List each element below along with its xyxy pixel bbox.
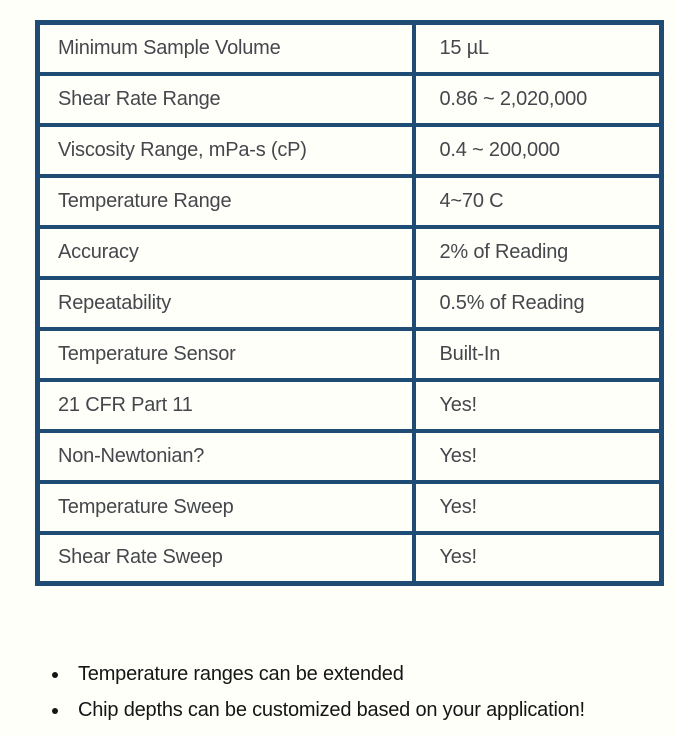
table-row: Minimum Sample Volume 15 µL bbox=[35, 20, 664, 76]
spec-label-cell: Shear Rate Range bbox=[35, 71, 416, 127]
spec-label-cell: Accuracy bbox=[35, 224, 416, 280]
spec-label-cell: Non-Newtonian? bbox=[35, 428, 416, 484]
spec-value-cell: 15 µL bbox=[411, 20, 664, 76]
spec-label-cell: 21 CFR Part 11 bbox=[35, 377, 416, 433]
spec-value-cell: Built-In bbox=[411, 326, 664, 382]
spec-value-cell: Yes! bbox=[411, 377, 664, 433]
spec-label-cell: Minimum Sample Volume bbox=[35, 20, 416, 76]
table-row: 21 CFR Part 11 Yes! bbox=[35, 377, 664, 433]
table-row: Non-Newtonian? Yes! bbox=[35, 428, 664, 484]
spec-value-cell: 0.4 ~ 200,000 bbox=[411, 122, 664, 178]
spec-value-cell: 0.86 ~ 2,020,000 bbox=[411, 71, 664, 127]
table-row: Shear Rate Sweep Yes! bbox=[35, 530, 664, 586]
notes-list: Temperature ranges can be extendedChip d… bbox=[36, 656, 585, 728]
table-row: Repeatability 0.5% of Reading bbox=[35, 275, 664, 331]
table-row: Temperature Sweep Yes! bbox=[35, 479, 664, 535]
spec-label-cell: Temperature Sensor bbox=[35, 326, 416, 382]
note-item: Temperature ranges can be extended bbox=[70, 656, 585, 692]
spec-table: Minimum Sample Volume 15 µL Shear Rate Ran… bbox=[35, 20, 664, 586]
spec-label-cell: Viscosity Range, mPa-s (cP) bbox=[35, 122, 416, 178]
table-row: Temperature Sensor Built-In bbox=[35, 326, 664, 382]
spec-table-body: Minimum Sample Volume 15 µL Shear Rate Ran… bbox=[35, 20, 664, 586]
spec-value-cell: Yes! bbox=[411, 479, 664, 535]
spec-value-cell: Yes! bbox=[411, 428, 664, 484]
spec-label-cell: Temperature Range bbox=[35, 173, 416, 229]
spec-value-cell: 2% of Reading bbox=[411, 224, 664, 280]
spec-value-cell: 4~70 C bbox=[411, 173, 664, 229]
spec-value-cell: 0.5% of Reading bbox=[411, 275, 664, 331]
spec-label-cell: Shear Rate Sweep bbox=[35, 530, 416, 586]
table-row: Temperature Range 4~70 C bbox=[35, 173, 664, 229]
spec-label-cell: Repeatability bbox=[35, 275, 416, 331]
note-item: Chip depths can be customized based on y… bbox=[70, 692, 585, 728]
spec-value-cell: Yes! bbox=[411, 530, 664, 586]
table-row: Viscosity Range, mPa-s (cP) 0.4 ~ 200,000 bbox=[35, 122, 664, 178]
table-row: Accuracy 2% of Reading bbox=[35, 224, 664, 280]
spec-label-cell: Temperature Sweep bbox=[35, 479, 416, 535]
table-row: Shear Rate Range 0.86 ~ 2,020,000 bbox=[35, 71, 664, 127]
